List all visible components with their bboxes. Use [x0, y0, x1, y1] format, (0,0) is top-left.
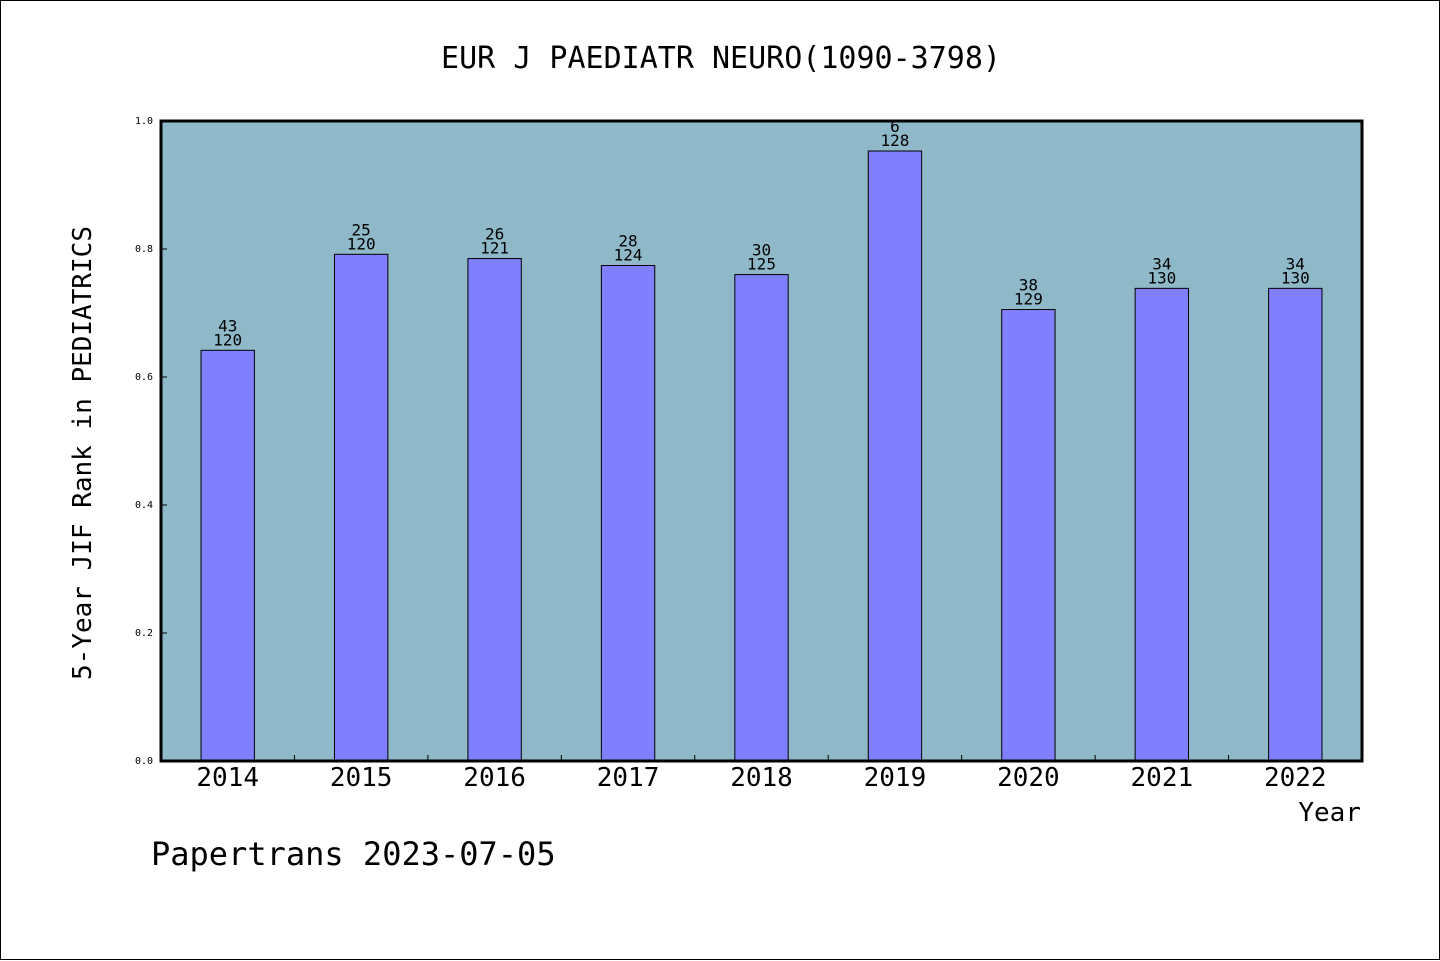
x-tick-label: 2019 [864, 763, 927, 793]
x-tick-label: 2020 [997, 763, 1060, 793]
x-tick-label: 2014 [196, 763, 259, 793]
bar-total-label: 129 [1014, 290, 1043, 309]
bar-total-label: 125 [747, 255, 776, 274]
bar-rank-label: 34 [1286, 254, 1305, 273]
x-axis: 2014 2015 2016 2017 2018 2019 2020 2021 2022 [196, 755, 1327, 793]
bar-rank-label: 6 [890, 117, 900, 136]
bar-rank-label: 38 [1019, 276, 1038, 295]
x-tick-label: 2018 [730, 763, 793, 793]
bar-2020 [1001, 309, 1056, 762]
bar-total-label: 130 [1281, 268, 1310, 287]
bar-2022 [1268, 287, 1323, 762]
footer-text: Papertrans 2023-07-05 [151, 835, 556, 873]
y-tick-label: 0.2 [135, 628, 153, 639]
bar-2017 [600, 265, 656, 762]
bar-2014 [200, 349, 255, 762]
bar-rank-label: 28 [618, 232, 637, 251]
bar-total-label: 120 [213, 330, 242, 349]
plot-border [159, 119, 1364, 763]
bar-total-label: 120 [347, 234, 376, 253]
bar-2015 [333, 253, 389, 762]
bar-2019 [867, 150, 923, 762]
bar-total-label: 121 [480, 239, 509, 258]
x-tick-label: 2022 [1264, 763, 1327, 793]
bar-rank-label: 43 [218, 316, 237, 335]
bar-2016 [467, 258, 522, 762]
bar-rank-label: 25 [352, 220, 371, 239]
bar-rank-label: 30 [752, 241, 771, 260]
bar-total-label: 128 [880, 131, 909, 150]
x-tick-label: 2016 [463, 763, 526, 793]
bar-rank-label: 34 [1152, 254, 1171, 273]
x-tick-label: 2017 [597, 763, 660, 793]
bar-total-label: 124 [614, 246, 643, 265]
y-tick-label: 0.6 [135, 372, 153, 383]
x-tick-label: 2015 [330, 763, 393, 793]
x-tick-label: 2021 [1131, 763, 1194, 793]
y-tick-label: 0.8 [135, 244, 153, 255]
bar-total-label: 130 [1147, 268, 1176, 287]
y-tick-label: 0.0 [135, 756, 153, 767]
y-tick-label: 0.4 [135, 500, 153, 511]
chart-title: EUR J PAEDIATR NEURO(1090-3798) [441, 41, 1001, 76]
x-axis-label: Year [1298, 798, 1361, 828]
y-tick-label: 1.0 [135, 116, 153, 127]
bar-2021 [1134, 287, 1190, 762]
bar-2018 [734, 274, 789, 762]
y-axis-label: 5-Year JIF Rank in PEDIATRICS [68, 226, 98, 680]
bar-rank-label: 26 [485, 225, 504, 244]
